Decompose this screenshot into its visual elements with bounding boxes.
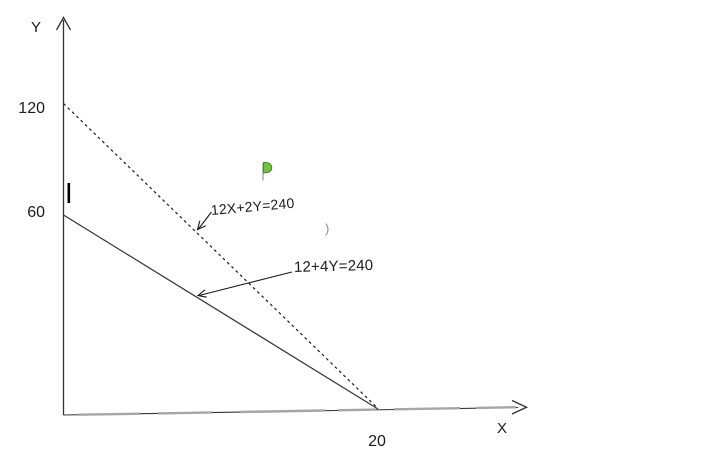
y-axis-label: Y	[31, 19, 42, 36]
y-axis-arrowhead-icon	[55, 16, 72, 31]
dashed-line-annotation-arrow	[196, 211, 212, 231]
x-axis-gray-overlay	[77, 406, 517, 416]
solid-line-equation-label: 12+4Y=240	[293, 256, 374, 276]
solid-line-annotation-arrow	[196, 271, 293, 298]
x-tick-20: 20	[368, 433, 386, 450]
x-axis-arrowhead-icon	[511, 399, 529, 415]
green-flag-icon	[262, 161, 273, 181]
y-tick-60: 60	[27, 204, 45, 221]
solid-constraint-line	[63, 214, 379, 410]
x-axis-label: X	[497, 420, 508, 437]
y-tick-120: 120	[18, 100, 45, 117]
text-cursor-artifact	[67, 183, 71, 203]
dashed-constraint-line	[63, 103, 379, 409]
stray-paren-artifact: )	[325, 221, 330, 236]
